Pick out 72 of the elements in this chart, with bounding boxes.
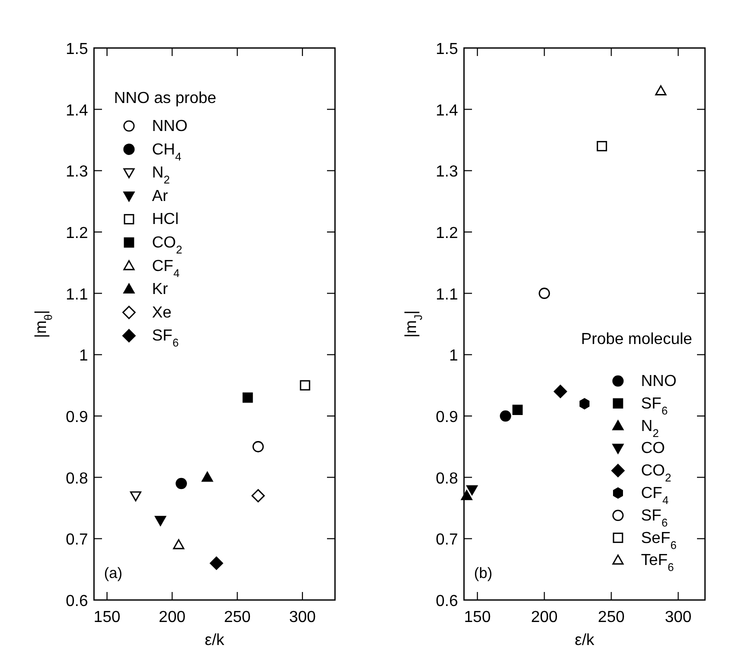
point [538,288,550,299]
legend-label: CO [641,440,665,458]
y-tick-label: 1.5 [66,41,88,58]
point [596,140,608,152]
x-axis-title: ε/k [574,632,596,649]
x-tick-label: 250 [598,609,625,626]
point [210,556,224,570]
legend-label: CO$_{2}$ [641,462,672,485]
y-tick-label: 1 [449,348,458,365]
legend-label: CF$_{4}$ [152,258,180,280]
x-tick-label: 200 [530,609,558,626]
y-tick-label: 1.3 [66,164,88,181]
legend-label: CH$_{4}$ [152,141,182,164]
x-tick-label: 250 [224,609,251,626]
y-tick-label: 1.2 [66,225,88,242]
legend-label: Kr [152,281,169,298]
point [512,404,523,416]
point [176,478,187,490]
y-tick-label: 1 [79,348,88,365]
y-tick-label: 0.6 [436,593,458,610]
legend-label: NNO [152,118,188,135]
legend-label: Xe [152,304,172,322]
y-tick-label: 1.2 [436,225,458,242]
legend-label: N$_{2}$ [152,164,170,187]
legend-label: CO$_{2}$ [152,234,182,256]
annotation: (a) [104,565,122,582]
point [500,410,512,422]
legend-title: NNO as probe [114,90,216,107]
legend-label: HCl [152,211,179,228]
legend-label: SeF$_{6}$ [641,530,677,552]
legend-label: N$_{2}$ [641,418,659,440]
y-tick-label: 0.8 [436,470,458,488]
x-axis-title: ε/k [204,632,226,649]
y-tick-label: 1.4 [436,102,458,120]
legend-label: Ar [152,188,169,205]
point [130,491,142,502]
legend-label: CF$_{4}$ [641,485,669,507]
point [252,441,264,452]
y-tick-label: 1.1 [436,286,458,304]
annotation: (b) [474,565,492,582]
point [655,85,666,96]
y-tick-label: 0.9 [436,409,458,426]
point [154,516,166,526]
point [466,485,478,496]
y-tick-label: 0.6 [66,593,88,610]
point [554,384,568,398]
point [173,539,184,550]
point [461,490,472,500]
y-tick-label: 0.7 [66,532,88,549]
y-tick-label: 1.3 [436,164,458,181]
x-tick-label: 200 [158,609,186,626]
y-tick-label: 0.7 [436,532,458,549]
y-tick-label: 1.4 [66,102,88,120]
point [580,398,590,410]
x-tick-label: 300 [289,609,316,626]
legend-label: TeF$_{6}$ [641,552,674,574]
point [251,489,265,502]
point [202,472,213,482]
y-tick-label: 0.9 [66,409,88,426]
y-tick-label: 1.1 [66,286,88,304]
y-tick-label: 1.5 [436,41,458,58]
point [242,392,253,403]
x-tick-label: 300 [664,609,692,626]
legend-label: SF$_{6}$ [641,507,668,530]
legend-title: Probe molecule [581,331,692,348]
legend-label: SF$_{6}$ [152,328,179,350]
legend-label: SF$_{6}$ [641,395,668,418]
point [300,380,310,390]
y-tick-label: 0.8 [66,470,88,488]
x-tick-label: 150 [464,609,491,626]
x-tick-label: 150 [94,609,120,626]
legend-label: NNO [641,373,677,390]
